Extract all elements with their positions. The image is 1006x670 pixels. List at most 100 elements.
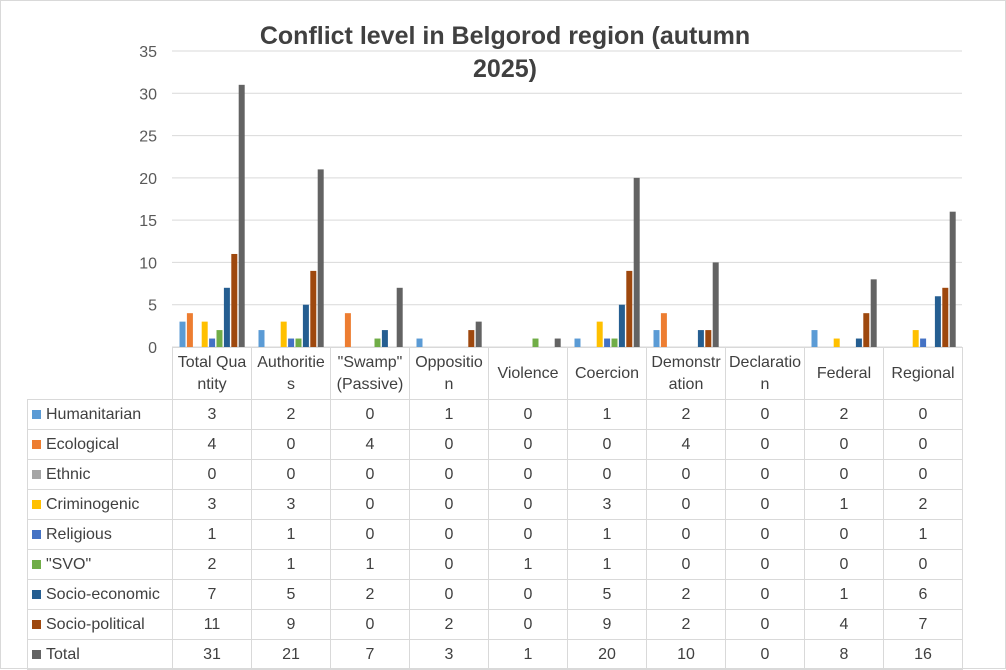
data-label: 0 [725, 519, 805, 550]
category-label: Violence [488, 347, 568, 400]
data-label: 20 [567, 639, 647, 670]
series-name: Ethnic [46, 465, 91, 483]
bar [660, 313, 667, 347]
data-label: 2 [646, 579, 726, 610]
legend-entry: Total [27, 639, 173, 670]
data-label: 8 [804, 639, 884, 670]
bar [705, 330, 712, 347]
category-label: Regional [883, 347, 963, 400]
data-label: 0 [804, 549, 884, 580]
bar [468, 330, 475, 347]
table-row: Criminogenic 3 3 0 0 0 3 0 0 1 2 [27, 489, 963, 520]
data-label: 0 [725, 429, 805, 460]
data-label: 4 [646, 429, 726, 460]
bar [223, 287, 230, 347]
category-label-text: Opposition [415, 353, 483, 393]
data-label: 0 [251, 459, 331, 490]
data-label: 0 [883, 429, 963, 460]
data-label: 0 [725, 639, 805, 670]
category-label: "Swamp" (Passive) [330, 347, 410, 400]
bar [381, 330, 388, 347]
bar [396, 287, 403, 347]
data-label: 7 [330, 639, 410, 670]
data-label: 0 [646, 519, 726, 550]
category-label: Coercion [567, 347, 647, 400]
data-label: 2 [646, 399, 726, 430]
data-label: 0 [804, 459, 884, 490]
data-label: 1 [567, 519, 647, 550]
table-row: Socio-economic 7 5 2 0 0 5 2 0 1 6 [27, 579, 963, 610]
bar [611, 338, 618, 347]
table-row: Ethnic 0 0 0 0 0 0 0 0 0 0 [27, 459, 963, 490]
data-label: 2 [883, 489, 963, 520]
data-label: 3 [172, 399, 252, 430]
legend-swatch [32, 439, 41, 449]
series-name: Socio-political [46, 615, 145, 633]
series-name: Criminogenic [46, 495, 140, 513]
data-label: 2 [251, 399, 331, 430]
data-label: 0 [409, 489, 489, 520]
data-label: 0 [725, 549, 805, 580]
data-label: 2 [409, 609, 489, 640]
data-label: 0 [488, 399, 568, 430]
category-label: Opposition [409, 347, 489, 400]
category-label: Demonstration [646, 347, 726, 400]
category-label-text: "Swamp" (Passive) [336, 353, 404, 393]
data-label: 1 [804, 489, 884, 520]
table-corner [27, 347, 173, 400]
bar [653, 330, 660, 347]
bar [626, 270, 633, 347]
chart-title: Conflict level in Belgorod region (autum… [259, 22, 751, 83]
data-label: 0 [883, 549, 963, 580]
legend-entry: Criminogenic [27, 489, 173, 520]
category-label-text: Demonstration [651, 353, 721, 393]
data-label: 0 [567, 459, 647, 490]
legend-swatch [32, 529, 41, 539]
category-label: Authorities [251, 347, 331, 400]
bar [912, 330, 919, 347]
legend-swatch [32, 409, 41, 419]
data-label: 1 [488, 639, 568, 670]
data-label: 0 [488, 459, 568, 490]
bar [209, 338, 216, 347]
bar [310, 270, 317, 347]
table-row: Socio-political 11 9 0 2 0 9 2 0 4 7 [27, 609, 963, 640]
data-label: 0 [725, 399, 805, 430]
data-label: 0 [330, 399, 410, 430]
legend-swatch [32, 649, 41, 659]
legend-swatch [32, 469, 41, 479]
category-label: Federal [804, 347, 884, 400]
series-name: Ecological [46, 435, 119, 453]
bar [604, 338, 611, 347]
data-label: 0 [725, 609, 805, 640]
data-label: 0 [883, 459, 963, 490]
bar [186, 313, 193, 347]
data-label: 1 [251, 549, 331, 580]
bar [870, 279, 877, 347]
y-tick-label: 30 [139, 86, 157, 103]
data-label: 5 [251, 579, 331, 610]
data-label: 0 [172, 459, 252, 490]
data-label: 7 [883, 609, 963, 640]
bar [712, 262, 719, 347]
table-row: "SVO" 2 1 1 0 1 1 0 0 0 0 [27, 549, 963, 580]
data-label: 1 [488, 549, 568, 580]
bar [280, 321, 287, 347]
category-label-text: Violence [497, 364, 559, 382]
data-label: 0 [646, 489, 726, 520]
data-label: 7 [172, 579, 252, 610]
y-tick-label: 5 [148, 298, 157, 315]
data-label: 0 [488, 519, 568, 550]
data-label: 1 [172, 519, 252, 550]
legend-swatch [32, 499, 41, 509]
bar [179, 321, 186, 347]
data-label: 0 [409, 579, 489, 610]
legend-entry: Socio-political [27, 609, 173, 640]
legend-entry: Socio-economic [27, 579, 173, 610]
data-label: 4 [330, 429, 410, 460]
data-label: 0 [488, 609, 568, 640]
data-label: 4 [172, 429, 252, 460]
table-row: Ecological 4 0 4 0 0 0 4 0 0 0 [27, 429, 963, 460]
category-label: Declaration [725, 347, 805, 400]
legend-swatch [32, 589, 41, 599]
